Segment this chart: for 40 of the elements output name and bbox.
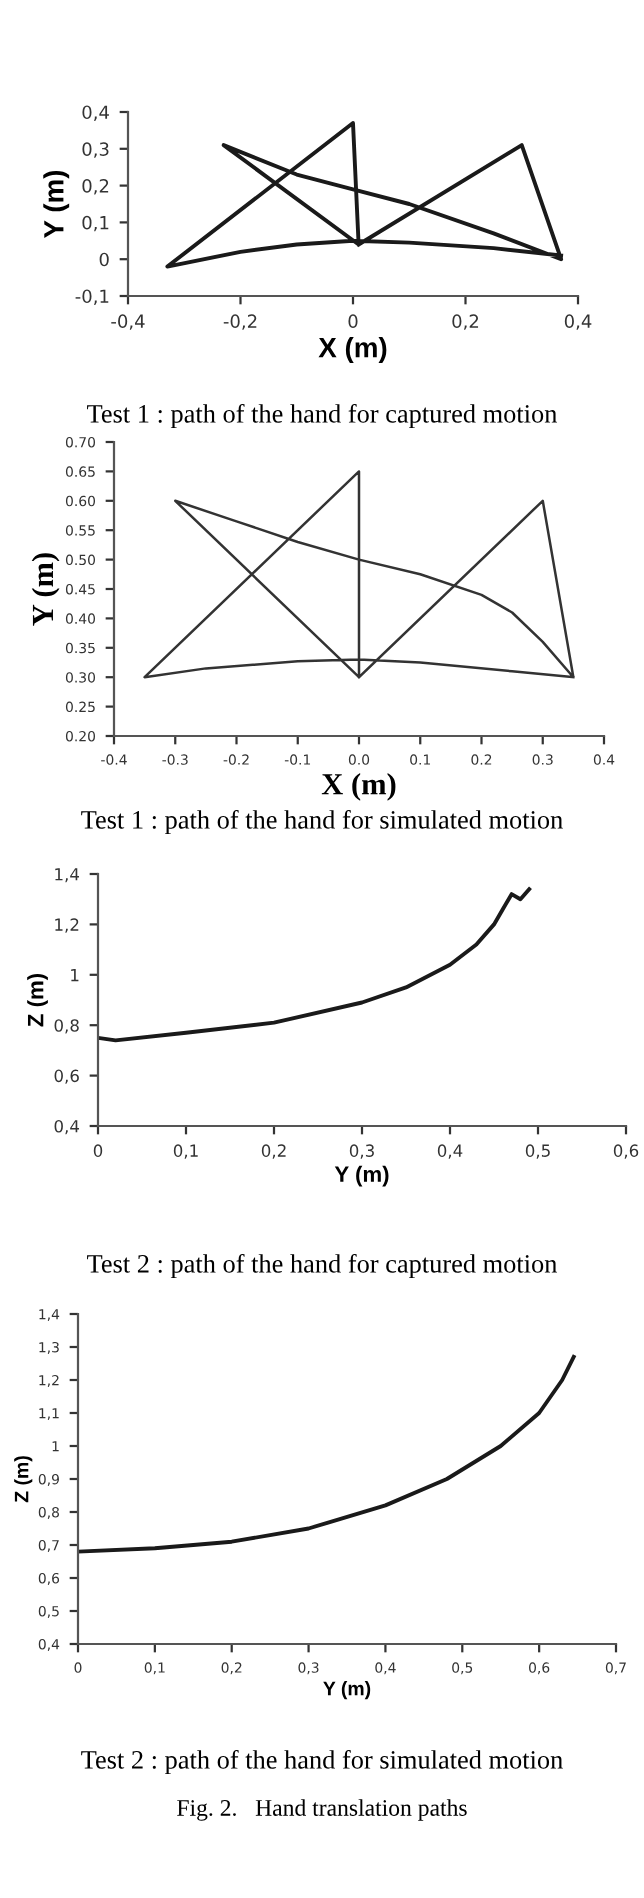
y-tick-label: 0,4 [82, 105, 109, 121]
y-tick-label: -0,1 [75, 289, 109, 305]
y-axis-title: Z (m) [27, 973, 48, 1027]
text: Test 2 : path of the hand for captured motion [87, 1253, 558, 1279]
x-tick-label: -0,2 [223, 314, 257, 330]
y-tick-label: 0,2 [82, 179, 109, 195]
y-axis-title: Y (m) [43, 170, 70, 239]
line-series [143, 470, 575, 679]
x-axis-title: X (m) [321, 773, 396, 801]
y-tick-label: 0,3 [82, 142, 109, 158]
x-tick-label: 0,6 [613, 1144, 639, 1159]
x-tick-label: 0,2 [452, 314, 479, 330]
text: Test 1 : path of the hand for simulated motion [81, 809, 563, 835]
y-tick-label: 1,4 [55, 868, 80, 883]
text: Test 2 : path of the hand for simulated motion [81, 1749, 563, 1775]
y-tick-label: 0,4 [54, 1119, 80, 1135]
y-axis-title: Y (m) [31, 553, 60, 626]
y-tick-label: 0,8 [54, 1019, 79, 1034]
y-tick-label: 0,1 [82, 215, 109, 232]
caption: Fig. 2. Hand translation paths [177, 1799, 467, 1821]
x-tick-label: 0,3 [349, 1144, 374, 1159]
x-tick-label: 0,1 [173, 1144, 198, 1159]
y-tick-label: 1,2 [55, 918, 79, 933]
x-tick-label: 0,2 [261, 1144, 286, 1159]
line-series [78, 1354, 576, 1554]
y-axis-title: Z (m) [14, 1456, 33, 1503]
x-tick-label: 0,4 [564, 314, 592, 330]
x-axis-title: X (m) [318, 337, 387, 363]
x-tick-label: -0,4 [111, 314, 145, 330]
x-axis-title: Y (m) [323, 1681, 371, 1700]
text: Test 1 : path of the hand for captured motion [87, 403, 558, 429]
x-tick-label: 0,4 [437, 1144, 463, 1159]
x-tick-label: 0,5 [525, 1144, 550, 1159]
line-series [98, 887, 532, 1043]
x-axis-title: Y (m) [334, 1165, 389, 1187]
x-tick-label: 0 [348, 314, 358, 329]
line-series [165, 121, 564, 269]
y-tick-label: 0,6 [54, 1069, 79, 1084]
y-tick-label: 0 [99, 252, 109, 267]
y-tick-label: 1 [71, 968, 79, 982]
